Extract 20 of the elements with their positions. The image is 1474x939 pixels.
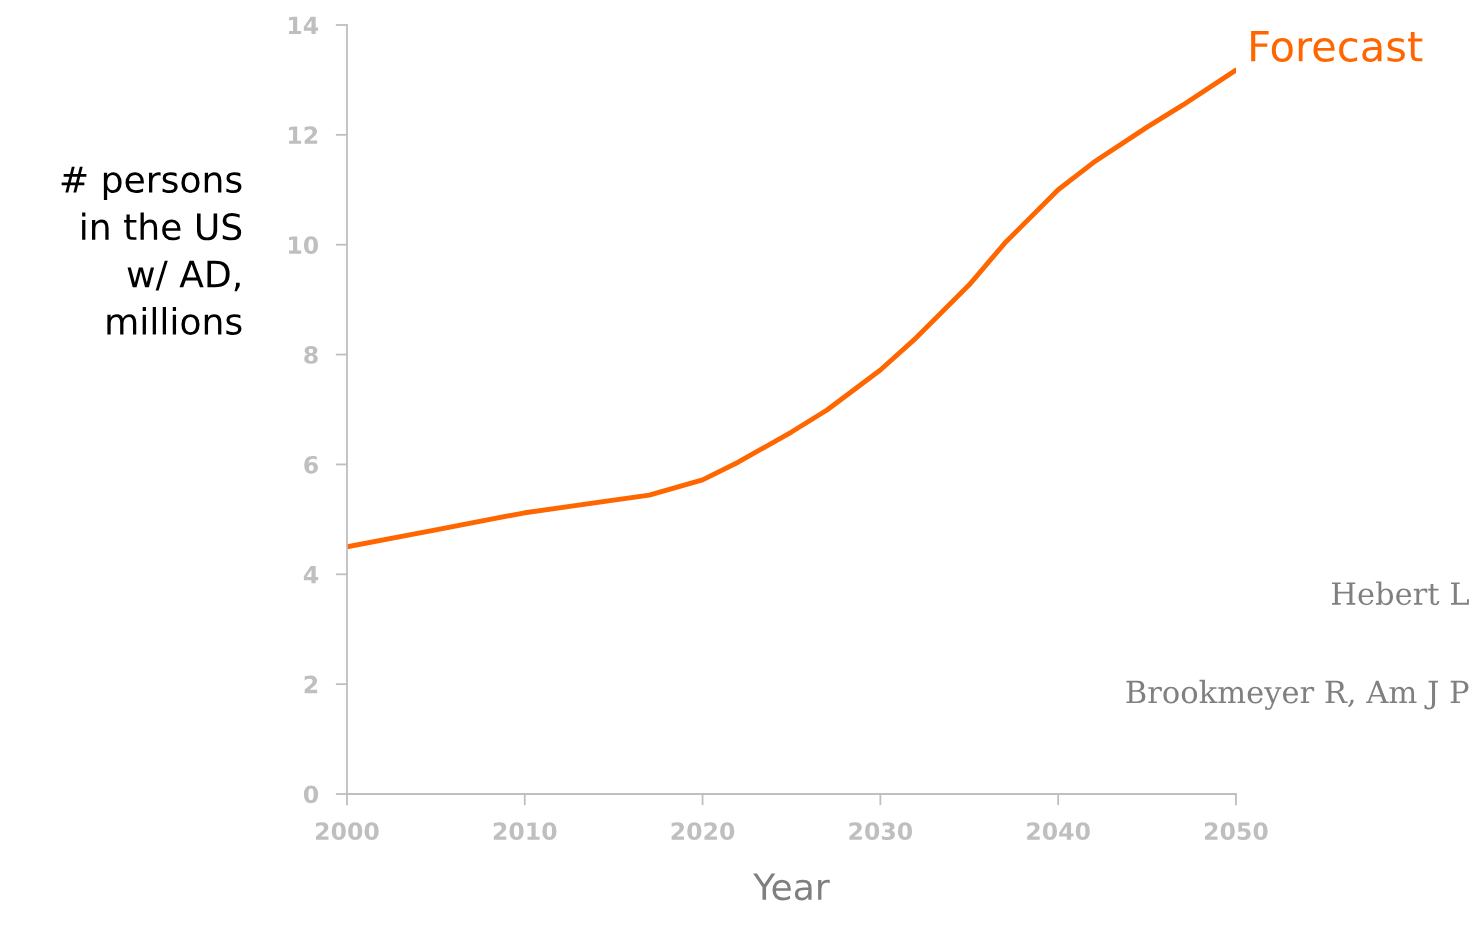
y-tick-label: 0: [303, 785, 319, 804]
y-tick-label: 12: [289, 126, 318, 144]
y-tick-label: 2: [304, 675, 318, 694]
annotation: Brookmeyer R, Am J P: [1126, 679, 1469, 710]
line-series: [346, 67, 1236, 550]
series-label: Forecast: [1251, 30, 1423, 62]
y-tick-label: 8: [304, 346, 318, 364]
y-tick-label: 4: [303, 566, 319, 584]
x-tick-label: 2030: [849, 822, 913, 841]
text: Hebert L: [1332, 581, 1469, 606]
x-tick-label: 2000: [315, 822, 379, 841]
y-tick-label: 6: [304, 455, 318, 474]
x-tick-label: 2040: [1027, 822, 1090, 841]
x-tick-label: 2020: [671, 822, 735, 841]
y-tick-label: 14: [289, 16, 319, 34]
y-axis-title: # persons in the US w/ AD, millions: [61, 166, 242, 335]
x-tick-label: 2010: [493, 822, 557, 841]
x-axis-title: Year: [753, 873, 830, 901]
y-tick-label: 10: [289, 236, 319, 255]
x-tick-label: 2050: [1204, 822, 1268, 841]
